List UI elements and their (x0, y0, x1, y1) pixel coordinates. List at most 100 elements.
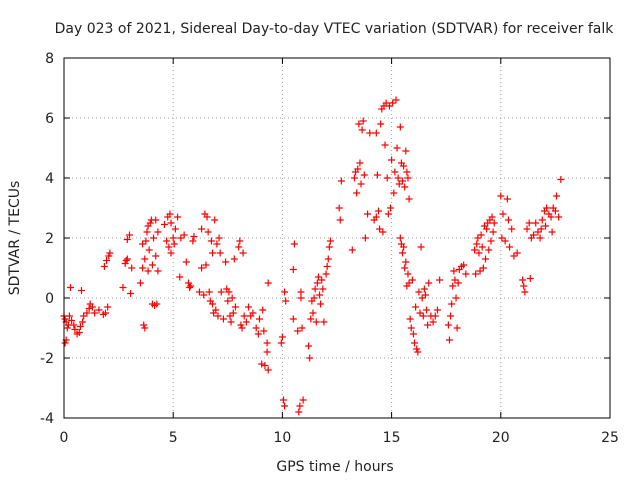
x-tick-label: 10 (273, 430, 291, 446)
data-point (416, 309, 424, 317)
axis-ticks (63, 57, 611, 419)
data-point (360, 171, 368, 179)
data-point (141, 255, 149, 263)
data-point (420, 285, 428, 293)
data-point (180, 231, 188, 239)
data-point (490, 219, 498, 227)
data-point (123, 236, 131, 243)
data-point (449, 282, 457, 290)
data-point (312, 318, 320, 326)
y-tick-label: 2 (45, 231, 54, 247)
data-point (400, 243, 408, 251)
data-point (423, 306, 431, 314)
data-point (444, 321, 452, 329)
data-point (140, 321, 148, 329)
data-point (68, 317, 76, 324)
data-point (415, 288, 423, 296)
data-point (63, 324, 71, 332)
data-point (163, 237, 171, 245)
data-point (431, 312, 439, 320)
data-point (255, 315, 263, 323)
data-point (366, 129, 374, 137)
data-point (239, 249, 247, 257)
data-point (326, 237, 334, 245)
data-point (213, 240, 221, 248)
data-point (187, 282, 195, 290)
data-point (211, 216, 219, 224)
data-point (263, 339, 271, 347)
data-point (80, 312, 88, 320)
data-point (460, 261, 468, 269)
data-point (259, 306, 267, 314)
x-axis-label: GPS time / hours (276, 459, 393, 475)
data-point (71, 326, 79, 333)
data-point (127, 290, 135, 297)
data-point (249, 309, 257, 317)
data-point (205, 288, 213, 296)
data-point (91, 309, 99, 317)
data-point (450, 267, 458, 275)
data-point (167, 219, 175, 227)
data-point (176, 273, 184, 281)
x-tick-label: 15 (383, 430, 401, 446)
data-point (295, 408, 303, 416)
data-point (290, 240, 298, 248)
data-point (202, 261, 210, 269)
data-point (400, 162, 408, 170)
data-point (538, 216, 546, 224)
data-point (228, 294, 236, 302)
data-point (497, 192, 505, 200)
data-point (361, 234, 369, 242)
data-point (139, 240, 147, 248)
data-point (224, 297, 232, 305)
data-point (229, 309, 237, 317)
data-point (377, 120, 385, 128)
data-point (174, 213, 182, 221)
data-point (313, 279, 321, 287)
data-point (200, 291, 208, 299)
data-point (104, 303, 112, 311)
data-point (216, 249, 224, 257)
data-point (297, 294, 305, 302)
data-point (324, 255, 332, 263)
data-point (555, 213, 563, 221)
data-point (433, 306, 441, 314)
data-point (209, 249, 217, 257)
data-points (60, 96, 565, 416)
data-point (382, 99, 390, 107)
data-point (144, 267, 152, 275)
data-point (424, 321, 432, 329)
data-point (413, 345, 421, 353)
data-point (226, 312, 234, 320)
data-point (399, 249, 407, 257)
data-point (501, 237, 509, 245)
data-point (236, 237, 244, 245)
x-tick-label: 20 (492, 430, 510, 446)
data-point (119, 284, 127, 291)
y-tick-labels: -4 -2 0 2 4 6 8 (40, 51, 54, 427)
data-point (318, 276, 326, 284)
data-point (190, 233, 198, 240)
data-point (306, 354, 314, 362)
data-point (169, 234, 177, 242)
data-point (408, 276, 416, 284)
data-point (350, 174, 358, 182)
data-point (552, 192, 560, 200)
data-point (152, 216, 160, 224)
data-point (242, 318, 250, 326)
data-point (548, 228, 556, 236)
data-point (394, 174, 402, 182)
data-point (401, 183, 409, 191)
data-point (189, 237, 197, 245)
data-point (475, 249, 483, 257)
data-point (182, 258, 190, 266)
data-point (418, 294, 426, 302)
data-point (235, 243, 243, 251)
data-point (409, 330, 417, 338)
data-point (260, 327, 268, 335)
data-point (387, 204, 395, 212)
data-point (203, 213, 211, 221)
data-point (523, 225, 531, 233)
data-point (557, 176, 565, 183)
